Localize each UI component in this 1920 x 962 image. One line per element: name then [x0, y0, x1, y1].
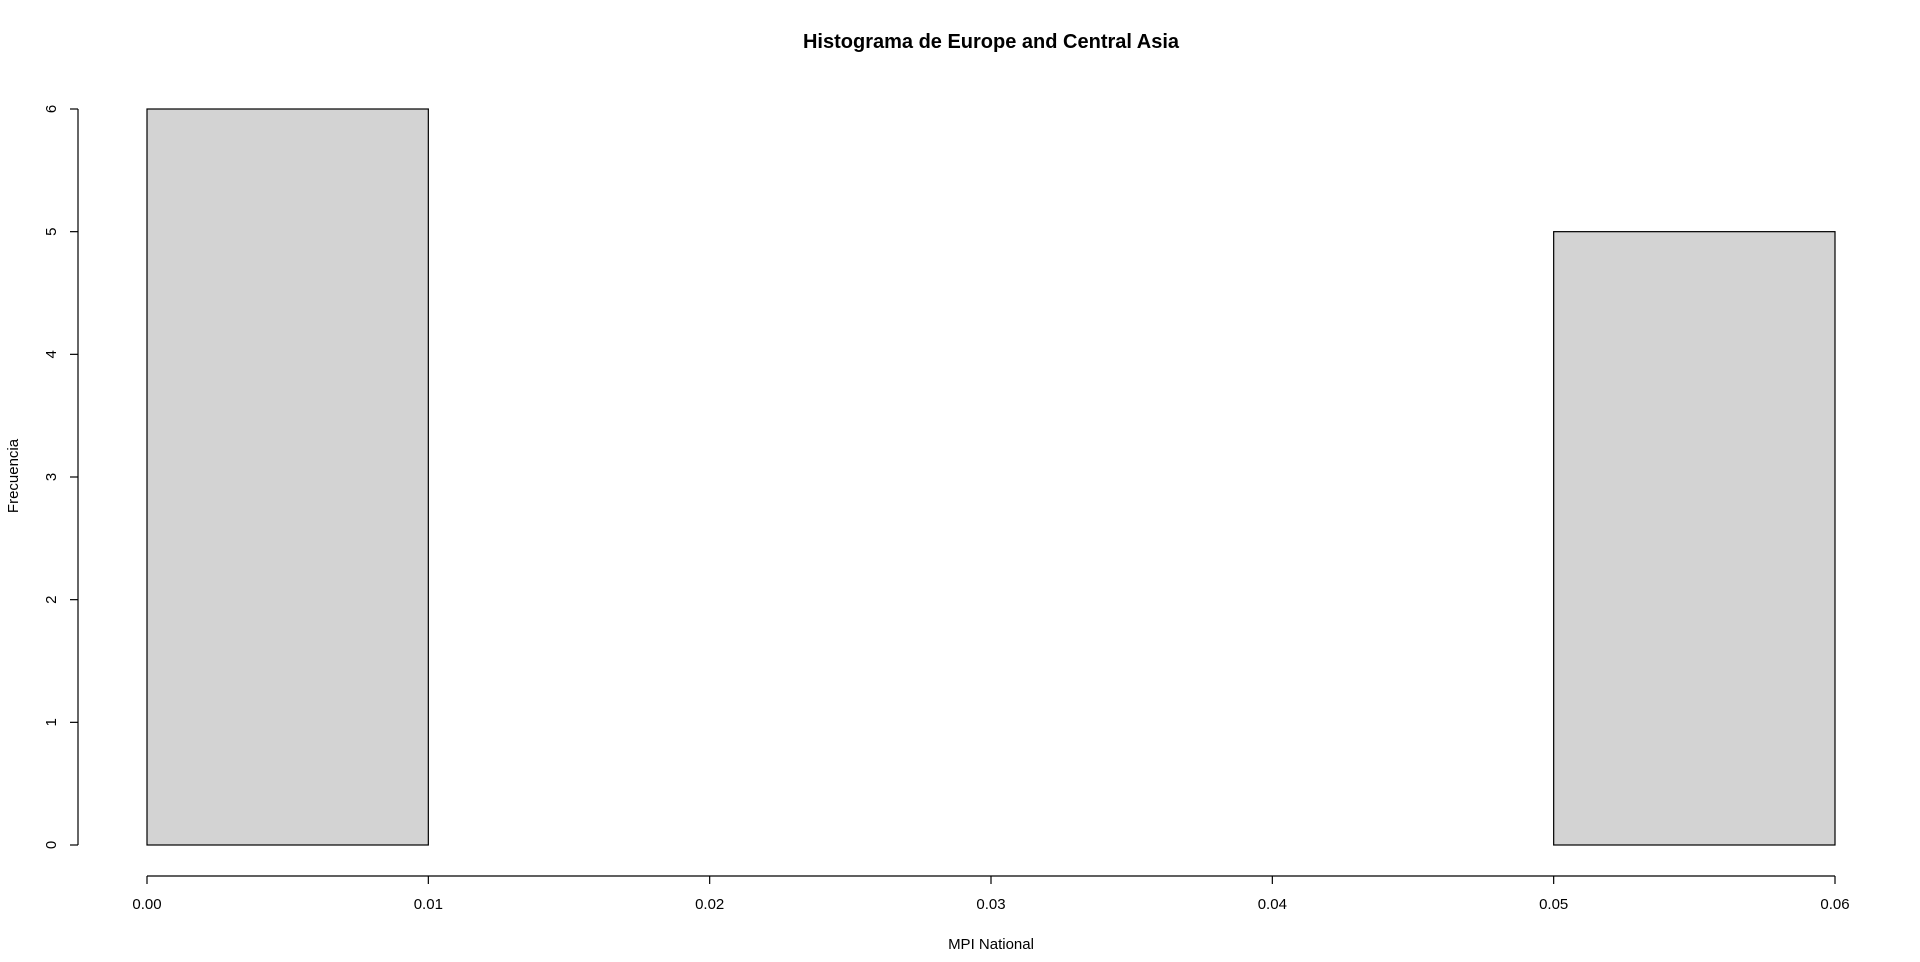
y-tick-label-2: 2: [43, 595, 60, 603]
x-tick-label-3: 0.03: [976, 896, 1005, 913]
x-tick-label-2: 0.02: [695, 896, 724, 913]
x-axis-ticks: 0.00 0.01 0.02 0.03 0.04 0.05 0.06: [132, 876, 1850, 913]
y-tick-label-0: 0: [43, 841, 60, 849]
histogram-bar-5: [1553, 231, 1836, 846]
x-tick-label-5: 0.05: [1539, 896, 1568, 913]
y-axis-title: Frecuencia: [5, 438, 22, 513]
y-tick-label-6: 6: [43, 105, 60, 113]
y-axis-ticks: 0 1 2 3 4 5 6: [43, 105, 78, 849]
y-tick-label-4: 4: [43, 350, 60, 358]
y-tick-label-3: 3: [43, 473, 60, 481]
histogram-bar-0: [146, 108, 429, 846]
x-tick-label-4: 0.04: [1258, 896, 1287, 913]
y-tick-label-5: 5: [43, 227, 60, 235]
x-axis-title: MPI National: [948, 936, 1034, 953]
x-tick-label-6: 0.06: [1820, 896, 1849, 913]
chart-title: Histograma de Europe and Central Asia: [803, 31, 1180, 53]
y-tick-label-1: 1: [43, 718, 60, 726]
histogram-bars: [146, 108, 1836, 846]
x-tick-label-0: 0.00: [132, 896, 161, 913]
x-tick-label-1: 0.01: [414, 896, 443, 913]
